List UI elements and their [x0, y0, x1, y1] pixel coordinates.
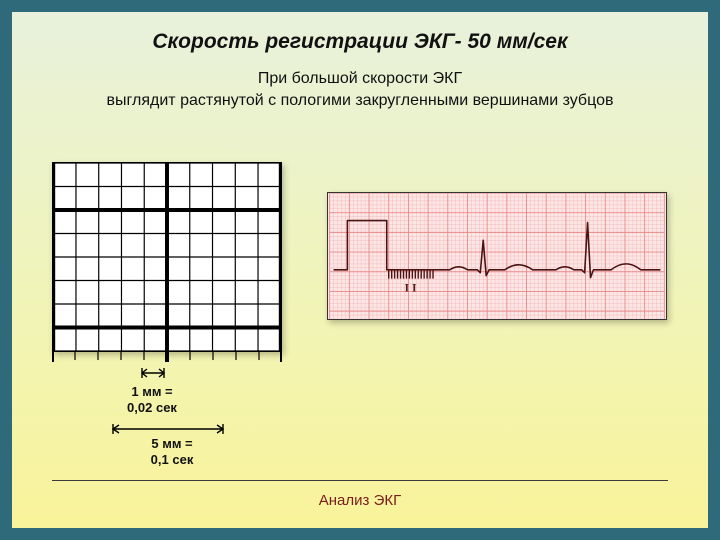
grid-svg	[53, 163, 281, 351]
grid-diagram	[52, 162, 282, 352]
slide-title: Скорость регистрации ЭКГ- 50 мм/сек	[12, 30, 708, 54]
label-5mm: 5 мм = 0,1 сек	[72, 436, 272, 467]
footer-text: Анализ ЭКГ	[12, 492, 708, 509]
svg-text:I I: I I	[404, 280, 417, 294]
label-1mm: 1 мм = 0,02 сек	[72, 384, 232, 415]
grid-bottom-ticks	[52, 352, 282, 366]
arrow-1mm	[138, 366, 168, 380]
footer-divider	[52, 480, 668, 481]
arrow-5mm	[108, 422, 228, 436]
ecg-strip: I I	[327, 192, 667, 320]
slide-container: Скорость регистрации ЭКГ- 50 мм/сек При …	[0, 0, 720, 540]
slide-subtitle: При большой скорости ЭКГ выглядит растян…	[12, 68, 708, 111]
ecg-svg: I I	[328, 193, 666, 319]
